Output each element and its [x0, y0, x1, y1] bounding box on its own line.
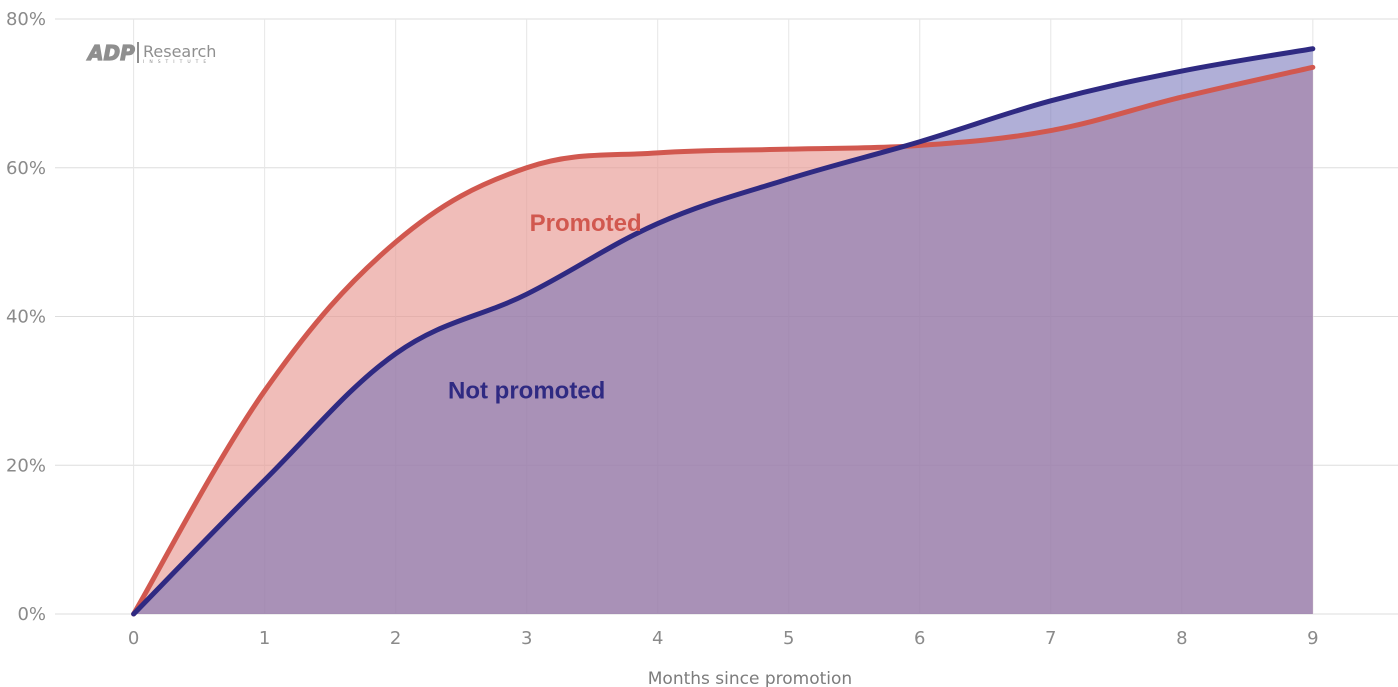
x-axis-title: Months since promotion [648, 669, 852, 687]
logo-name: Research [143, 42, 216, 61]
x-tick-label: 6 [914, 628, 925, 649]
x-tick-label: 5 [783, 628, 794, 649]
not-promoted-label: Not promoted [448, 377, 605, 404]
promoted-line [131, 64, 1316, 617]
x-tick-label: 3 [521, 628, 532, 649]
y-tick-label: 80% [6, 9, 46, 30]
x-tick-label: 9 [1307, 628, 1318, 649]
y-tick-label: 60% [6, 158, 46, 179]
x-tick-label: 2 [390, 628, 401, 649]
x-tick-label: 4 [652, 628, 663, 649]
logo-divider [137, 42, 139, 63]
not-promoted-area [133, 48, 1313, 614]
y-tick-label: 0% [17, 604, 46, 625]
y-tick-label: 40% [6, 307, 46, 328]
logo-brand: ADP [86, 41, 135, 65]
logo-sub: INSTITUTE [143, 59, 211, 65]
y-tick-label: 20% [6, 455, 46, 476]
not-promoted-line [131, 46, 1316, 617]
adp-research-logo: ADP Research INSTITUTE [85, 40, 216, 65]
series-areas [133, 48, 1313, 614]
x-tick-label: 1 [259, 628, 270, 649]
series-labels: Promoted Not promoted [448, 210, 642, 404]
x-tick-label: 8 [1176, 628, 1187, 649]
x-tick-label: 7 [1045, 628, 1056, 649]
y-axis-tick-labels: 0% 20% 40% 60% 80% [6, 9, 46, 625]
promoted-label: Promoted [530, 210, 642, 237]
series-lines [131, 46, 1316, 617]
x-axis-tick-labels: 0 1 2 3 4 5 6 7 8 9 [128, 628, 1319, 649]
x-tick-label: 0 [128, 628, 139, 649]
